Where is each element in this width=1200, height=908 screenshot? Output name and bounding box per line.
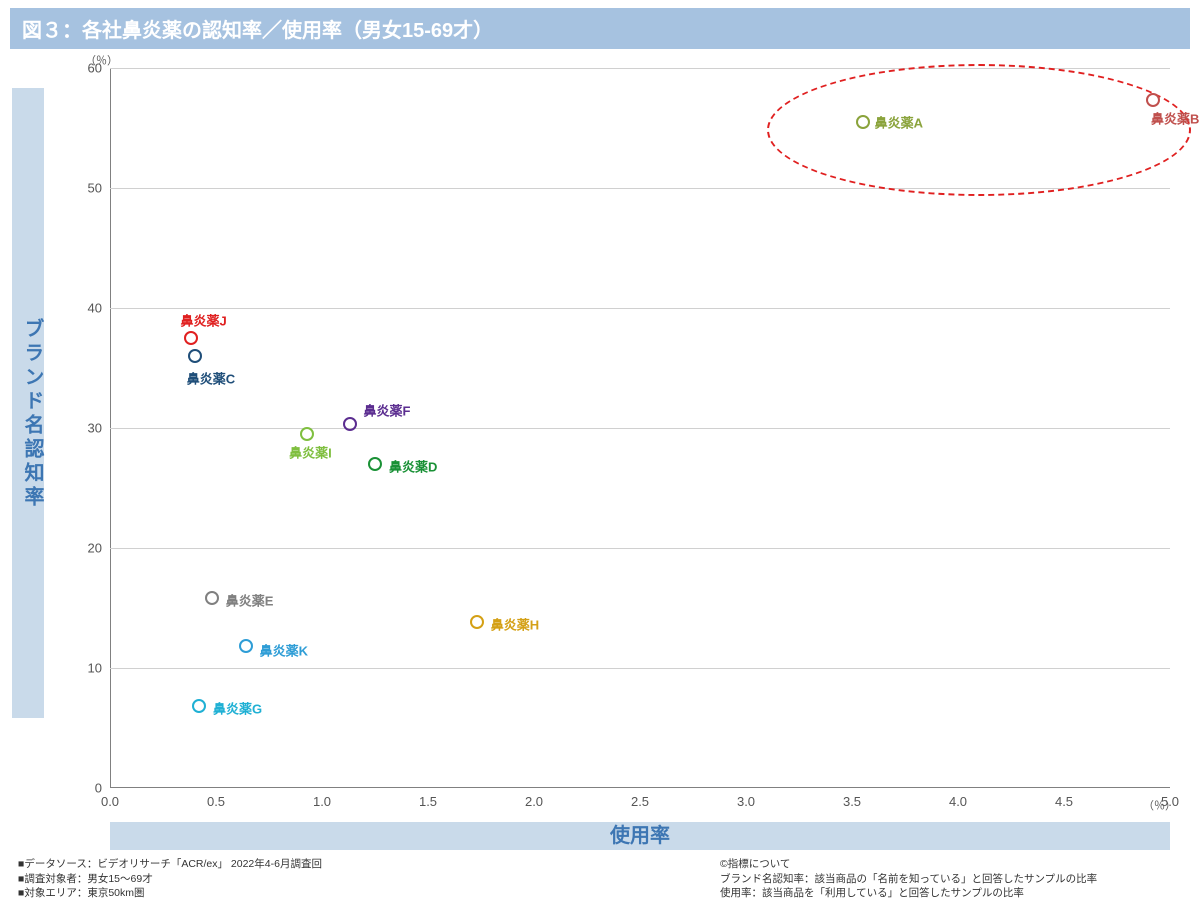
x-tick-label: 1.0 — [313, 794, 331, 809]
x-tick-label: 0.5 — [207, 794, 225, 809]
data-point-label: 鼻炎薬E — [226, 591, 274, 610]
data-point-label: 鼻炎薬K — [260, 641, 308, 660]
x-tick-label: 4.5 — [1055, 794, 1073, 809]
data-point-label: 鼻炎薬C — [187, 369, 235, 388]
footer-line: ブランド名認知率：該当商品の「名前を知っている」と回答したサンプルの比率 — [720, 872, 1097, 886]
x-tick-label: 3.5 — [843, 794, 861, 809]
footer-line: ©指標について — [720, 857, 1097, 871]
x-tick-label: 1.5 — [419, 794, 437, 809]
data-point-label: 鼻炎薬B — [1151, 109, 1199, 128]
data-point — [856, 115, 870, 129]
footer-line: ■調査対象者：男女15～69才 — [18, 872, 322, 886]
data-point — [205, 591, 219, 605]
footer-line: 使用率：該当商品を「利用している」と回答したサンプルの比率 — [720, 886, 1097, 900]
data-point — [343, 417, 357, 431]
x-unit-label: （％） — [1143, 797, 1176, 813]
chart-title: 図３：各社鼻炎薬の認知率／使用率（男女15-69才） — [10, 8, 1190, 49]
x-tick-label: 3.0 — [737, 794, 755, 809]
x-axis-title: 使用率 — [610, 825, 670, 847]
x-axis-title-bar: 使用率 — [110, 822, 1170, 850]
data-point-label: 鼻炎薬J — [181, 311, 227, 330]
gridline-h — [110, 308, 1170, 309]
footer-line: ■対象エリア：東京50km圏 — [18, 886, 322, 900]
data-point — [368, 457, 382, 471]
y-tick-label: 10 — [88, 661, 102, 676]
data-point-label: 鼻炎薬F — [364, 401, 411, 420]
y-tick-label: 50 — [88, 181, 102, 196]
y-axis-title: ブランド名認知率 — [18, 318, 47, 510]
y-tick-label: 60 — [88, 61, 102, 76]
footer-line: ■データソース：ビデオリサーチ「ACR/ex」 2022年4-6月調査回 — [18, 857, 322, 871]
footer-left: ■データソース：ビデオリサーチ「ACR/ex」 2022年4-6月調査回■調査対… — [18, 857, 322, 900]
highlight-ellipse — [767, 64, 1191, 196]
data-point-label: 鼻炎薬I — [289, 443, 332, 462]
data-point — [1146, 93, 1160, 107]
data-point — [184, 331, 198, 345]
data-point — [239, 639, 253, 653]
y-tick-label: 40 — [88, 301, 102, 316]
data-point-label: 鼻炎薬G — [213, 699, 262, 718]
y-tick-label: 20 — [88, 541, 102, 556]
data-point — [300, 427, 314, 441]
scatter-plot: 01020304050600.00.51.01.52.02.53.03.54.0… — [110, 68, 1170, 788]
data-point — [192, 699, 206, 713]
data-point-label: 鼻炎薬D — [389, 457, 437, 476]
x-tick-label: 4.0 — [949, 794, 967, 809]
footer-right: ©指標についてブランド名認知率：該当商品の「名前を知っている」と回答したサンプル… — [720, 857, 1097, 900]
gridline-h — [110, 548, 1170, 549]
x-axis-line — [110, 787, 1170, 788]
gridline-h — [110, 668, 1170, 669]
x-tick-label: 2.5 — [631, 794, 649, 809]
data-point-label: 鼻炎薬H — [491, 615, 539, 634]
x-tick-label: 0.0 — [101, 794, 119, 809]
data-point — [470, 615, 484, 629]
gridline-h — [110, 428, 1170, 429]
data-point-label: 鼻炎薬A — [875, 113, 923, 132]
data-point — [188, 349, 202, 363]
x-tick-label: 2.0 — [525, 794, 543, 809]
y-tick-label: 30 — [88, 421, 102, 436]
